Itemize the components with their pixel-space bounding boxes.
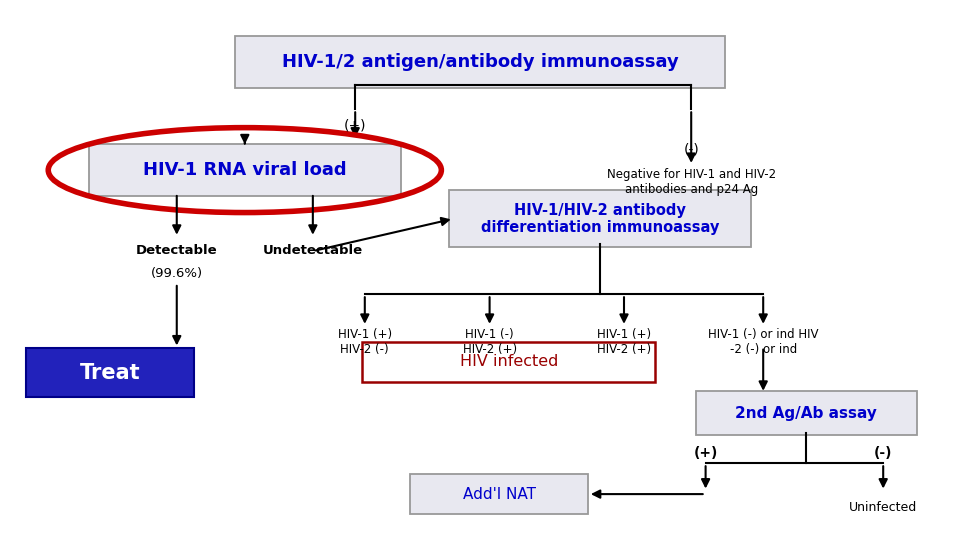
- Text: HIV-1/2 antigen/antibody immunoassay: HIV-1/2 antigen/antibody immunoassay: [281, 53, 679, 71]
- FancyBboxPatch shape: [88, 144, 400, 195]
- Text: Detectable: Detectable: [136, 244, 218, 257]
- Text: Treat: Treat: [80, 362, 141, 383]
- Text: HIV-1 RNA viral load: HIV-1 RNA viral load: [143, 161, 347, 179]
- FancyBboxPatch shape: [411, 474, 588, 514]
- Text: (+): (+): [693, 446, 718, 460]
- Text: HIV-1/HIV-2 antibody
differentiation immunoassay: HIV-1/HIV-2 antibody differentiation imm…: [481, 202, 719, 235]
- Text: HIV-1 (+)
HIV-2 (+): HIV-1 (+) HIV-2 (+): [597, 328, 651, 356]
- FancyBboxPatch shape: [449, 191, 751, 247]
- Text: HIV-1 (-)
HIV-2 (+): HIV-1 (-) HIV-2 (+): [463, 328, 516, 356]
- Text: 2nd Ag/Ab assay: 2nd Ag/Ab assay: [735, 406, 877, 421]
- Text: (99.6%): (99.6%): [151, 267, 203, 280]
- Text: Negative for HIV-1 and HIV-2
antibodies and p24 Ag: Negative for HIV-1 and HIV-2 antibodies …: [607, 168, 776, 197]
- Text: (+): (+): [344, 118, 367, 132]
- FancyBboxPatch shape: [696, 391, 917, 435]
- Text: HIV infected: HIV infected: [460, 354, 558, 369]
- Text: HIV-1 (+)
HIV-2 (-): HIV-1 (+) HIV-2 (-): [338, 328, 392, 356]
- Text: HIV-1 (-) or ind HIV
-2 (-) or ind: HIV-1 (-) or ind HIV -2 (-) or ind: [708, 328, 819, 356]
- Text: Undetectable: Undetectable: [263, 244, 363, 257]
- FancyBboxPatch shape: [363, 342, 655, 382]
- Text: Uninfected: Uninfected: [849, 501, 918, 514]
- FancyBboxPatch shape: [26, 348, 194, 397]
- Text: Add'l NAT: Add'l NAT: [463, 487, 536, 502]
- Text: (-): (-): [684, 143, 699, 157]
- Text: (-): (-): [874, 446, 893, 460]
- FancyBboxPatch shape: [235, 36, 725, 87]
